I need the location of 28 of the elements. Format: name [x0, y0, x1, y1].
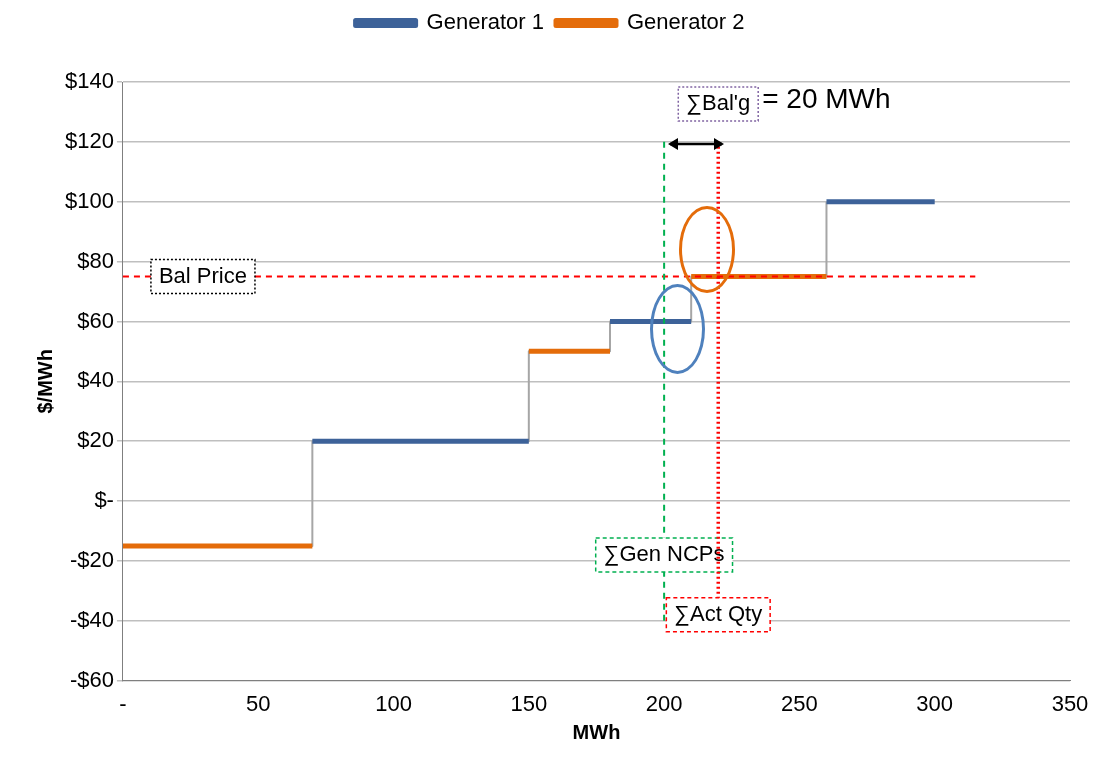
y-tick-label: -$20 — [69, 546, 114, 572]
x-tick-label: - — [119, 690, 127, 716]
y-tick-label: $120 — [64, 127, 114, 153]
x-tick-label: 300 — [916, 690, 954, 716]
x-tick-label: 50 — [245, 690, 271, 716]
x-tick-label: 100 — [375, 690, 412, 716]
ref-line-label: ∑Gen NCPs — [603, 540, 725, 566]
y-tick-label: $20 — [77, 427, 114, 453]
y-tick-label: $60 — [77, 307, 114, 333]
annotation: = 20 MWh — [762, 82, 891, 114]
legend-label: Generator 1 — [426, 9, 544, 35]
x-tick-label: 200 — [645, 690, 683, 716]
y-tick-label: $- — [94, 487, 114, 513]
annotation: ∑Bal'g — [686, 90, 751, 116]
ref-line-label: ∑Act Qty — [674, 600, 763, 626]
x-tick-label: 350 — [1051, 690, 1089, 716]
y-tick-label: $80 — [77, 247, 114, 273]
x-axis-title: MWh — [572, 720, 621, 743]
ref-line-label: Bal Price — [158, 262, 247, 288]
y-tick-label: -$60 — [69, 666, 114, 692]
y-tick-label: $40 — [77, 367, 114, 393]
y-axis-title: $/MWh — [33, 349, 56, 414]
x-tick-label: 150 — [510, 690, 548, 716]
y-tick-label: $140 — [64, 68, 114, 94]
legend-label: Generator 2 — [627, 9, 745, 35]
y-tick-label: -$40 — [69, 606, 114, 632]
y-tick-label: $100 — [64, 187, 114, 213]
x-tick-label: 250 — [781, 690, 818, 716]
